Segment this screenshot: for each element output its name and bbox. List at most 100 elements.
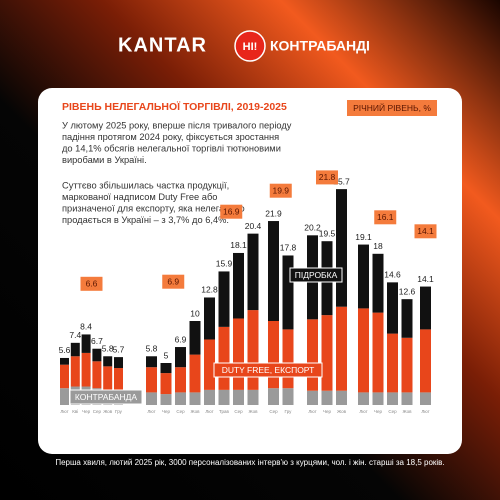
bar-segment [218, 271, 230, 327]
chart-title: РІВЕНЬ НЕЛЕГАЛЬНОЇ ТОРГІВЛІ, 2019-2025 [62, 100, 287, 113]
series-label-box [69, 389, 143, 405]
bar-segment [387, 333, 398, 393]
bar-segment [204, 297, 215, 340]
paragraph-line: маркованої надписом Duty Free або [62, 192, 217, 202]
annual-value: 14.1 [417, 226, 434, 236]
series-label-box [213, 362, 323, 378]
total-label: 14.6 [384, 270, 401, 280]
total-label: 10 [190, 308, 200, 318]
bar-segment [321, 315, 333, 391]
annual-value: 6.6 [86, 279, 98, 289]
badge-text: HI! [243, 41, 258, 53]
series-label: DUTY FREE, ЕКСПОРТ [222, 365, 315, 375]
annual-box [414, 224, 437, 239]
x-tick-label: Сер [388, 409, 397, 414]
bar-segment [282, 388, 294, 405]
bar-segment [233, 389, 244, 405]
paragraph-line: призначеної для експорту, яка нелегально [62, 203, 245, 213]
annual-label-box [347, 100, 437, 116]
bar-segment [247, 310, 259, 390]
bar-segment [336, 390, 347, 405]
x-tick-label: Лют [421, 409, 429, 414]
x-tick-label: Лют [60, 409, 68, 414]
total-label: 18 [373, 241, 383, 251]
bar-segment [70, 342, 80, 357]
bar-segment [401, 337, 413, 393]
bar-segment [307, 390, 318, 405]
bar-segment [268, 321, 279, 389]
total-label: 12.8 [201, 285, 218, 295]
annual-box [220, 204, 243, 219]
x-tick-label: Жов [191, 409, 201, 414]
bar-segment [247, 233, 259, 311]
bar-segment [358, 392, 369, 405]
total-label: 19.1 [355, 232, 372, 242]
bar-segment [160, 373, 172, 395]
bar-segment [160, 363, 172, 374]
total-label: 15.9 [216, 259, 233, 269]
x-tick-label: Кві [72, 409, 78, 414]
bar-segment [175, 367, 186, 393]
paragraph-line: У лютому 2025 року, вперше після тривало… [62, 120, 292, 130]
bar-segment [218, 326, 230, 390]
bar-segment [420, 392, 431, 405]
x-tick-label: Лют [205, 409, 213, 414]
bar-segment [420, 329, 431, 393]
annual-value: 21.8 [319, 172, 336, 182]
bar-segment [189, 354, 201, 393]
total-label: 20.4 [245, 221, 262, 231]
annual-box [316, 170, 338, 185]
badge-circle [234, 30, 266, 62]
bar-segment [233, 252, 244, 319]
series-label: КОНТРАБАНДА [75, 392, 138, 402]
bar-segment [218, 389, 230, 405]
bar-segment [92, 361, 102, 389]
x-tick-label: Гру [285, 409, 293, 414]
total-label: 18.1 [230, 240, 247, 250]
bar-segment [247, 389, 259, 405]
bar-segment [204, 389, 215, 405]
bar-segment [387, 392, 398, 405]
bar-segment [204, 339, 215, 390]
bar-segment [146, 367, 157, 393]
x-tick-label: Сер [93, 409, 102, 414]
bar-segment [282, 255, 294, 330]
x-tick-label: Сер [176, 409, 185, 414]
bar-segment [114, 368, 123, 390]
bar-segment [268, 221, 279, 321]
bar-segment [372, 392, 384, 405]
x-tick-label: Сер [269, 409, 278, 414]
total-label: 5.8 [146, 344, 158, 354]
bar-segment [336, 306, 347, 391]
annual-value: 16.9 [223, 206, 240, 216]
total-label: 6.7 [91, 336, 103, 346]
total-label: 5 [164, 350, 169, 360]
annual-value: 16.1 [377, 212, 394, 222]
bar-segment [372, 312, 384, 393]
bar-segment [358, 308, 369, 393]
total-label: 6.9 [175, 334, 187, 344]
annual-box [162, 274, 185, 289]
bar-segment [358, 244, 369, 309]
x-tick-label: Лют [359, 409, 367, 414]
bar-segment [189, 392, 201, 405]
bar-segment [60, 364, 69, 389]
x-tick-label: Лют [308, 409, 316, 414]
x-tick-label: Жов [403, 409, 413, 414]
bar-segment [81, 352, 91, 387]
annual-value: 19.9 [272, 185, 289, 195]
bar-segment [160, 394, 172, 405]
bar-segment [146, 392, 157, 405]
bar-segment [103, 356, 113, 367]
x-tick-label: Чер [323, 409, 332, 414]
paragraph-line: виробами в Україні. [62, 155, 147, 165]
total-label: 5.8 [102, 344, 114, 354]
bar-segment [387, 282, 398, 334]
bar-segment [175, 392, 186, 405]
annual-label: РІЧНИЙ РІВЕНЬ, % [353, 102, 431, 113]
bar-segment [114, 357, 123, 369]
total-label: 5.7 [113, 344, 125, 354]
paragraph-line: падіння протягом 2024 року, фіксується з… [62, 132, 279, 142]
total-label: 20.2 [304, 223, 321, 233]
